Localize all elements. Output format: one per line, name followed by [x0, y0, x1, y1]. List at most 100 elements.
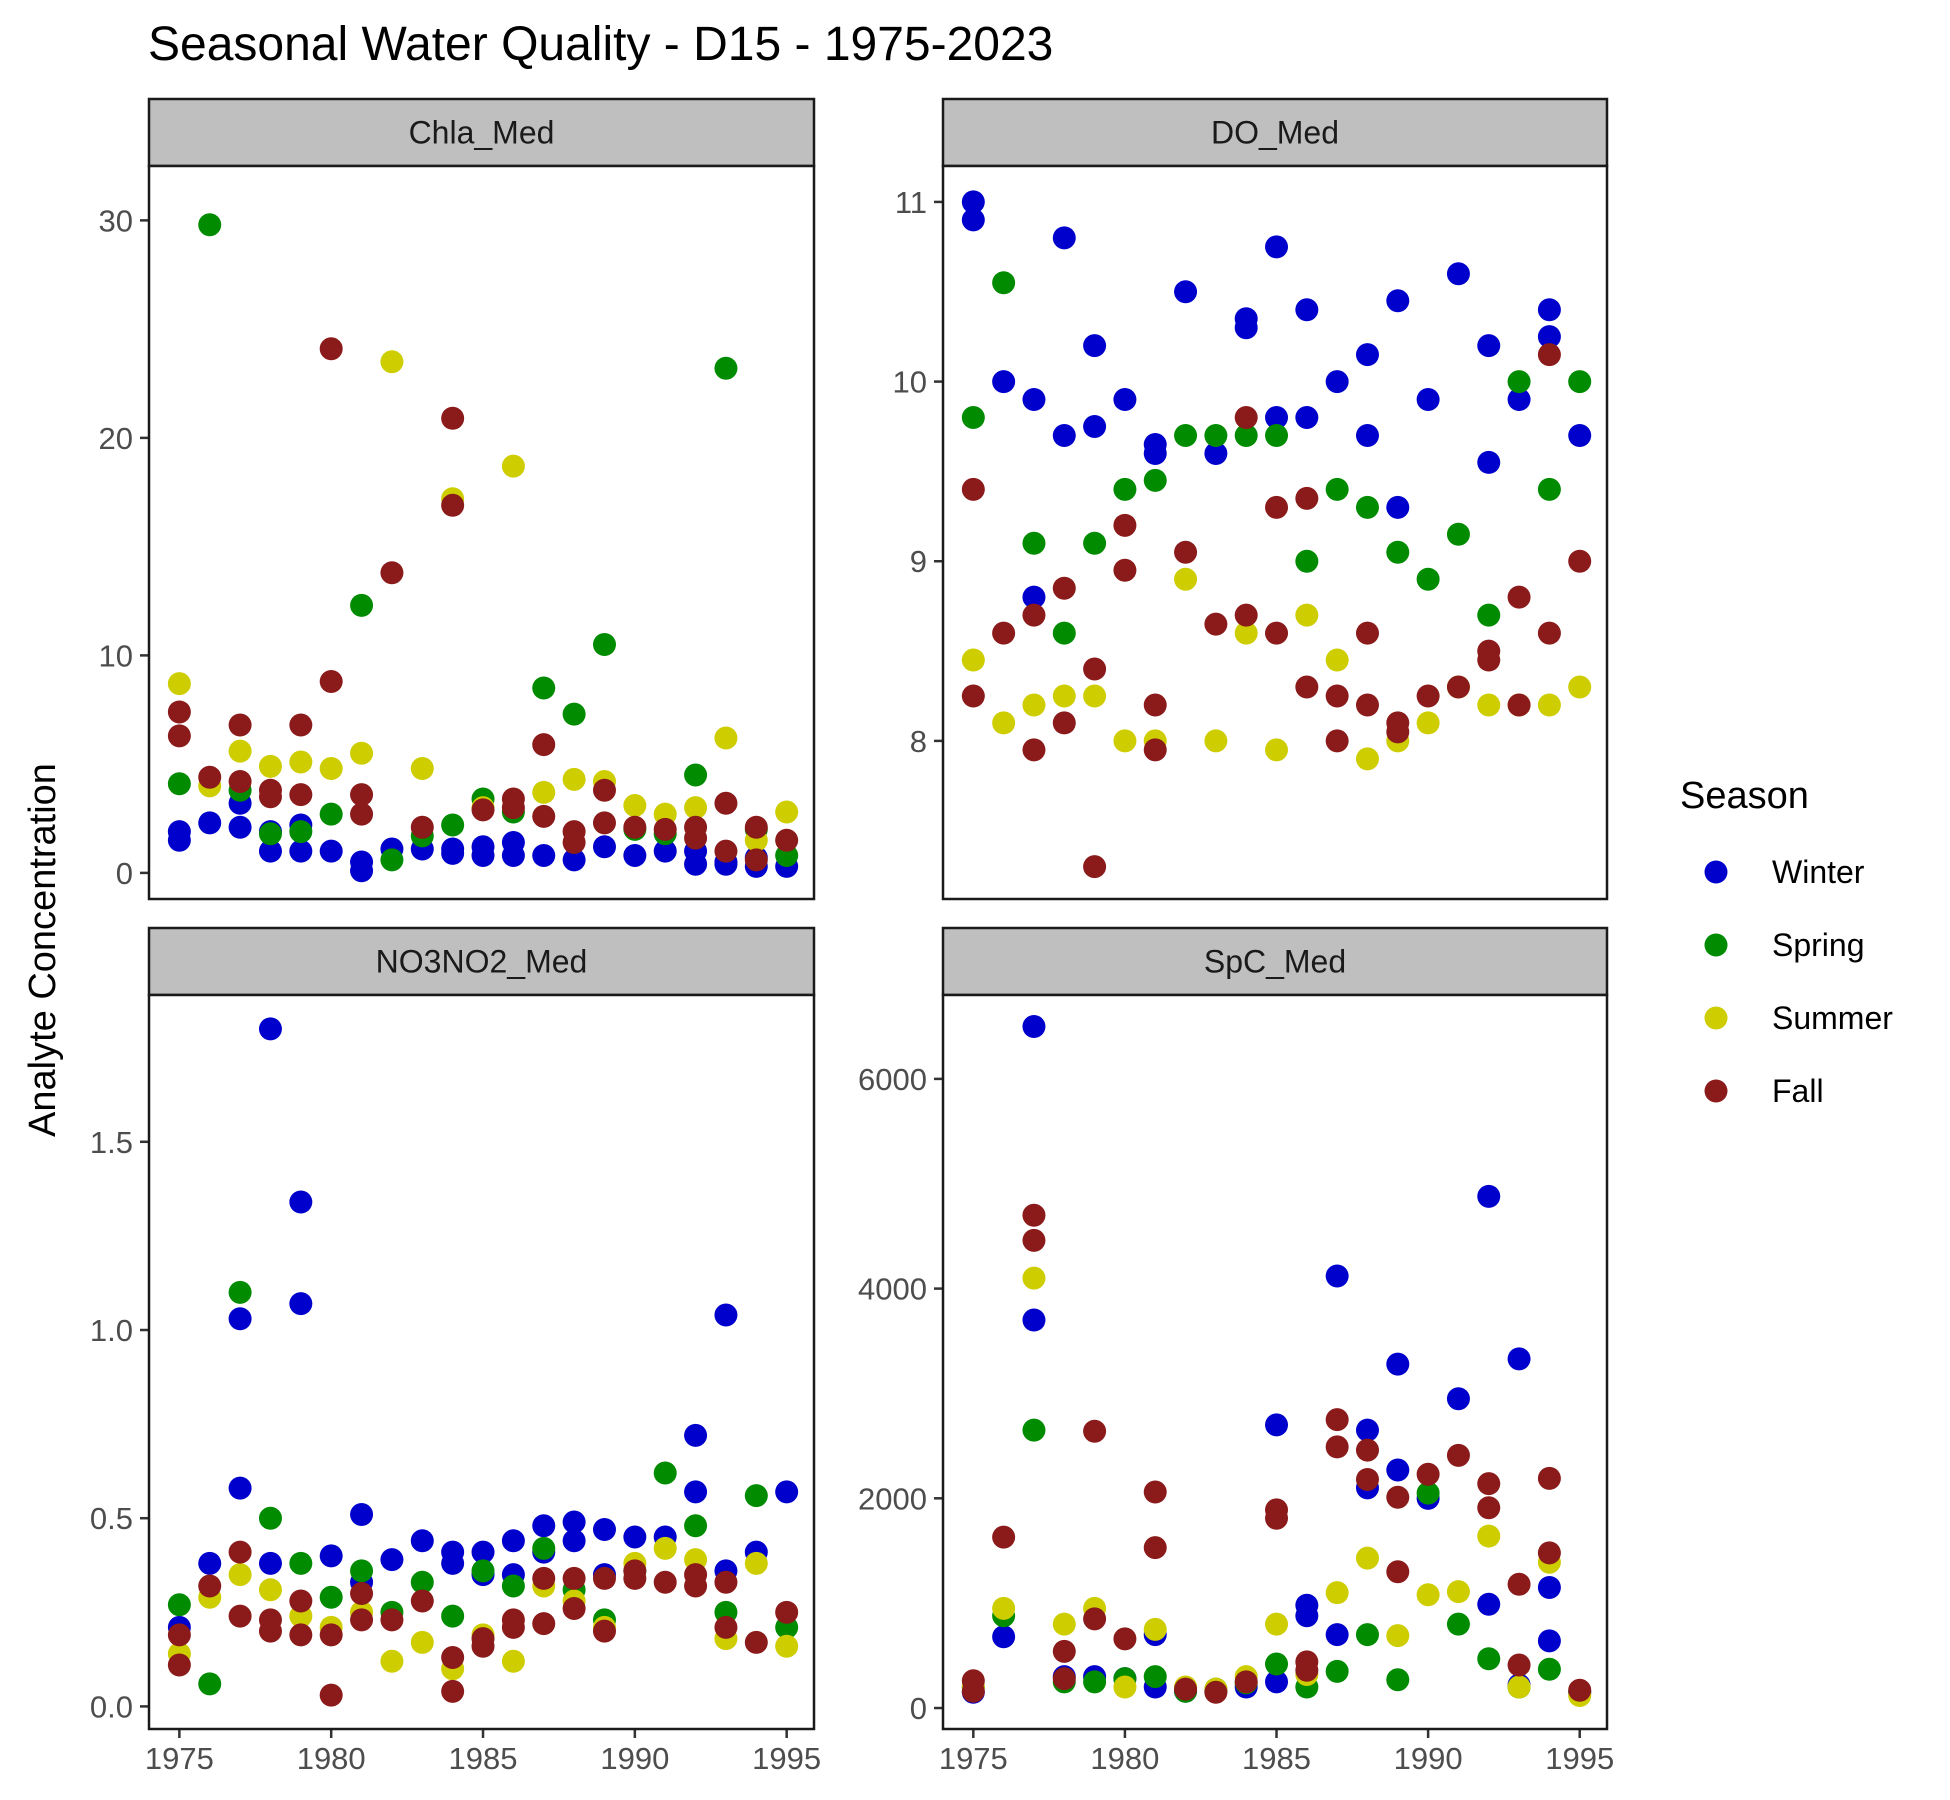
data-point-winter — [1265, 406, 1289, 430]
data-point-fall — [1386, 1485, 1410, 1509]
data-point-spring — [1386, 540, 1410, 564]
x-tick-label: 1980 — [297, 1741, 366, 1776]
data-point-fall — [319, 337, 343, 361]
y-tick-label: 0 — [116, 856, 133, 891]
data-point-spring — [1537, 1657, 1561, 1681]
data-point-winter — [289, 839, 313, 863]
data-point-summer — [1113, 729, 1137, 753]
data-point-fall — [380, 1608, 404, 1632]
data-point-fall — [532, 1566, 556, 1590]
data-point-summer — [1446, 1580, 1470, 1604]
data-point-fall — [1325, 1408, 1349, 1432]
x-tick-label: 1975 — [145, 1741, 214, 1776]
data-point-spring — [592, 633, 616, 657]
data-point-spring — [961, 406, 985, 430]
data-point-winter — [592, 1518, 616, 1542]
data-point-spring — [1234, 423, 1258, 447]
data-point-summer — [1355, 747, 1379, 771]
data-point-fall — [1537, 621, 1561, 645]
data-point-winter — [441, 837, 465, 861]
data-point-winter — [992, 370, 1016, 394]
data-point-winter — [471, 1540, 495, 1564]
data-point-fall — [1113, 1627, 1137, 1651]
data-point-summer — [961, 648, 985, 672]
data-point-fall — [562, 1597, 586, 1621]
data-point-fall — [228, 770, 252, 794]
data-point-winter — [410, 1529, 434, 1553]
data-point-fall — [1416, 684, 1440, 708]
data-point-spring — [992, 271, 1016, 295]
data-point-spring — [1204, 423, 1228, 447]
data-point-fall — [198, 1574, 222, 1598]
data-point-winter — [562, 1529, 586, 1553]
data-point-fall — [744, 848, 768, 872]
legend: Season Winter Spring Summer Fall — [1680, 775, 1893, 1109]
data-point-winter — [1295, 406, 1319, 430]
data-point-spring — [744, 1484, 768, 1508]
data-point-winter — [1568, 423, 1592, 447]
data-point-spring — [1507, 370, 1531, 394]
data-point-spring — [1537, 477, 1561, 501]
data-point-spring — [1052, 621, 1076, 645]
data-point-spring — [1143, 1665, 1167, 1689]
panel-chla-med: Chla_Med 0 10 20 30 — [99, 97, 816, 901]
data-point-winter — [1446, 1387, 1470, 1411]
data-point-spring — [1174, 423, 1198, 447]
data-point-summer — [501, 1649, 525, 1673]
data-point-spring — [1083, 531, 1107, 555]
series-winter — [961, 190, 1592, 609]
data-point-summer — [775, 800, 799, 824]
panel-background — [943, 166, 1607, 899]
data-point-winter — [1022, 1308, 1046, 1332]
x-tick-label: 1995 — [752, 1741, 821, 1776]
data-point-spring — [350, 593, 374, 617]
data-point-fall — [1022, 1203, 1046, 1227]
data-point-winter — [1174, 280, 1198, 304]
data-point-fall — [653, 817, 677, 841]
data-point-fall — [198, 765, 222, 789]
data-point-fall — [1022, 603, 1046, 627]
data-point-spring — [198, 213, 222, 237]
data-point-spring — [1325, 477, 1349, 501]
data-point-winter — [258, 1017, 282, 1041]
data-point-summer — [1416, 711, 1440, 735]
data-point-fall — [289, 713, 313, 737]
data-point-fall — [258, 1619, 282, 1643]
y-tick-label: 2000 — [858, 1481, 927, 1516]
data-point-spring — [684, 763, 708, 787]
data-point-fall — [380, 561, 404, 585]
data-point-summer — [1507, 1675, 1531, 1699]
data-point-fall — [592, 811, 616, 835]
data-point-fall — [1143, 1536, 1167, 1560]
x-tick-label: 1975 — [939, 1741, 1008, 1776]
data-point-winter — [441, 1551, 465, 1575]
legend-title: Season — [1680, 775, 1809, 817]
data-point-fall — [744, 815, 768, 839]
data-point-fall — [441, 493, 465, 517]
data-point-winter — [319, 1544, 343, 1568]
data-point-spring — [471, 1559, 495, 1583]
legend-key-summer — [1704, 1006, 1728, 1030]
data-point-winter — [1537, 1575, 1561, 1599]
data-point-fall — [1295, 486, 1319, 510]
data-point-fall — [1568, 1678, 1592, 1702]
facet-strip-label: Chla_Med — [409, 115, 555, 151]
data-point-fall — [532, 804, 556, 828]
legend-label-summer: Summer — [1772, 1000, 1893, 1036]
facet-strip-label: DO_Med — [1211, 115, 1339, 151]
x-tick-label: 1980 — [1090, 1741, 1159, 1776]
data-point-fall — [319, 1683, 343, 1707]
data-point-fall — [289, 1589, 313, 1613]
data-point-fall — [1355, 1467, 1379, 1491]
data-point-summer — [289, 750, 313, 774]
data-point-fall — [775, 1600, 799, 1624]
data-point-winter — [684, 1480, 708, 1504]
data-point-fall — [167, 1653, 191, 1677]
data-point-fall — [471, 798, 495, 822]
data-point-winter — [1022, 1014, 1046, 1038]
data-point-fall — [1355, 693, 1379, 717]
data-point-fall — [1143, 738, 1167, 762]
data-point-fall — [1507, 585, 1531, 609]
data-point-winter — [1386, 1352, 1410, 1376]
data-point-fall — [775, 828, 799, 852]
